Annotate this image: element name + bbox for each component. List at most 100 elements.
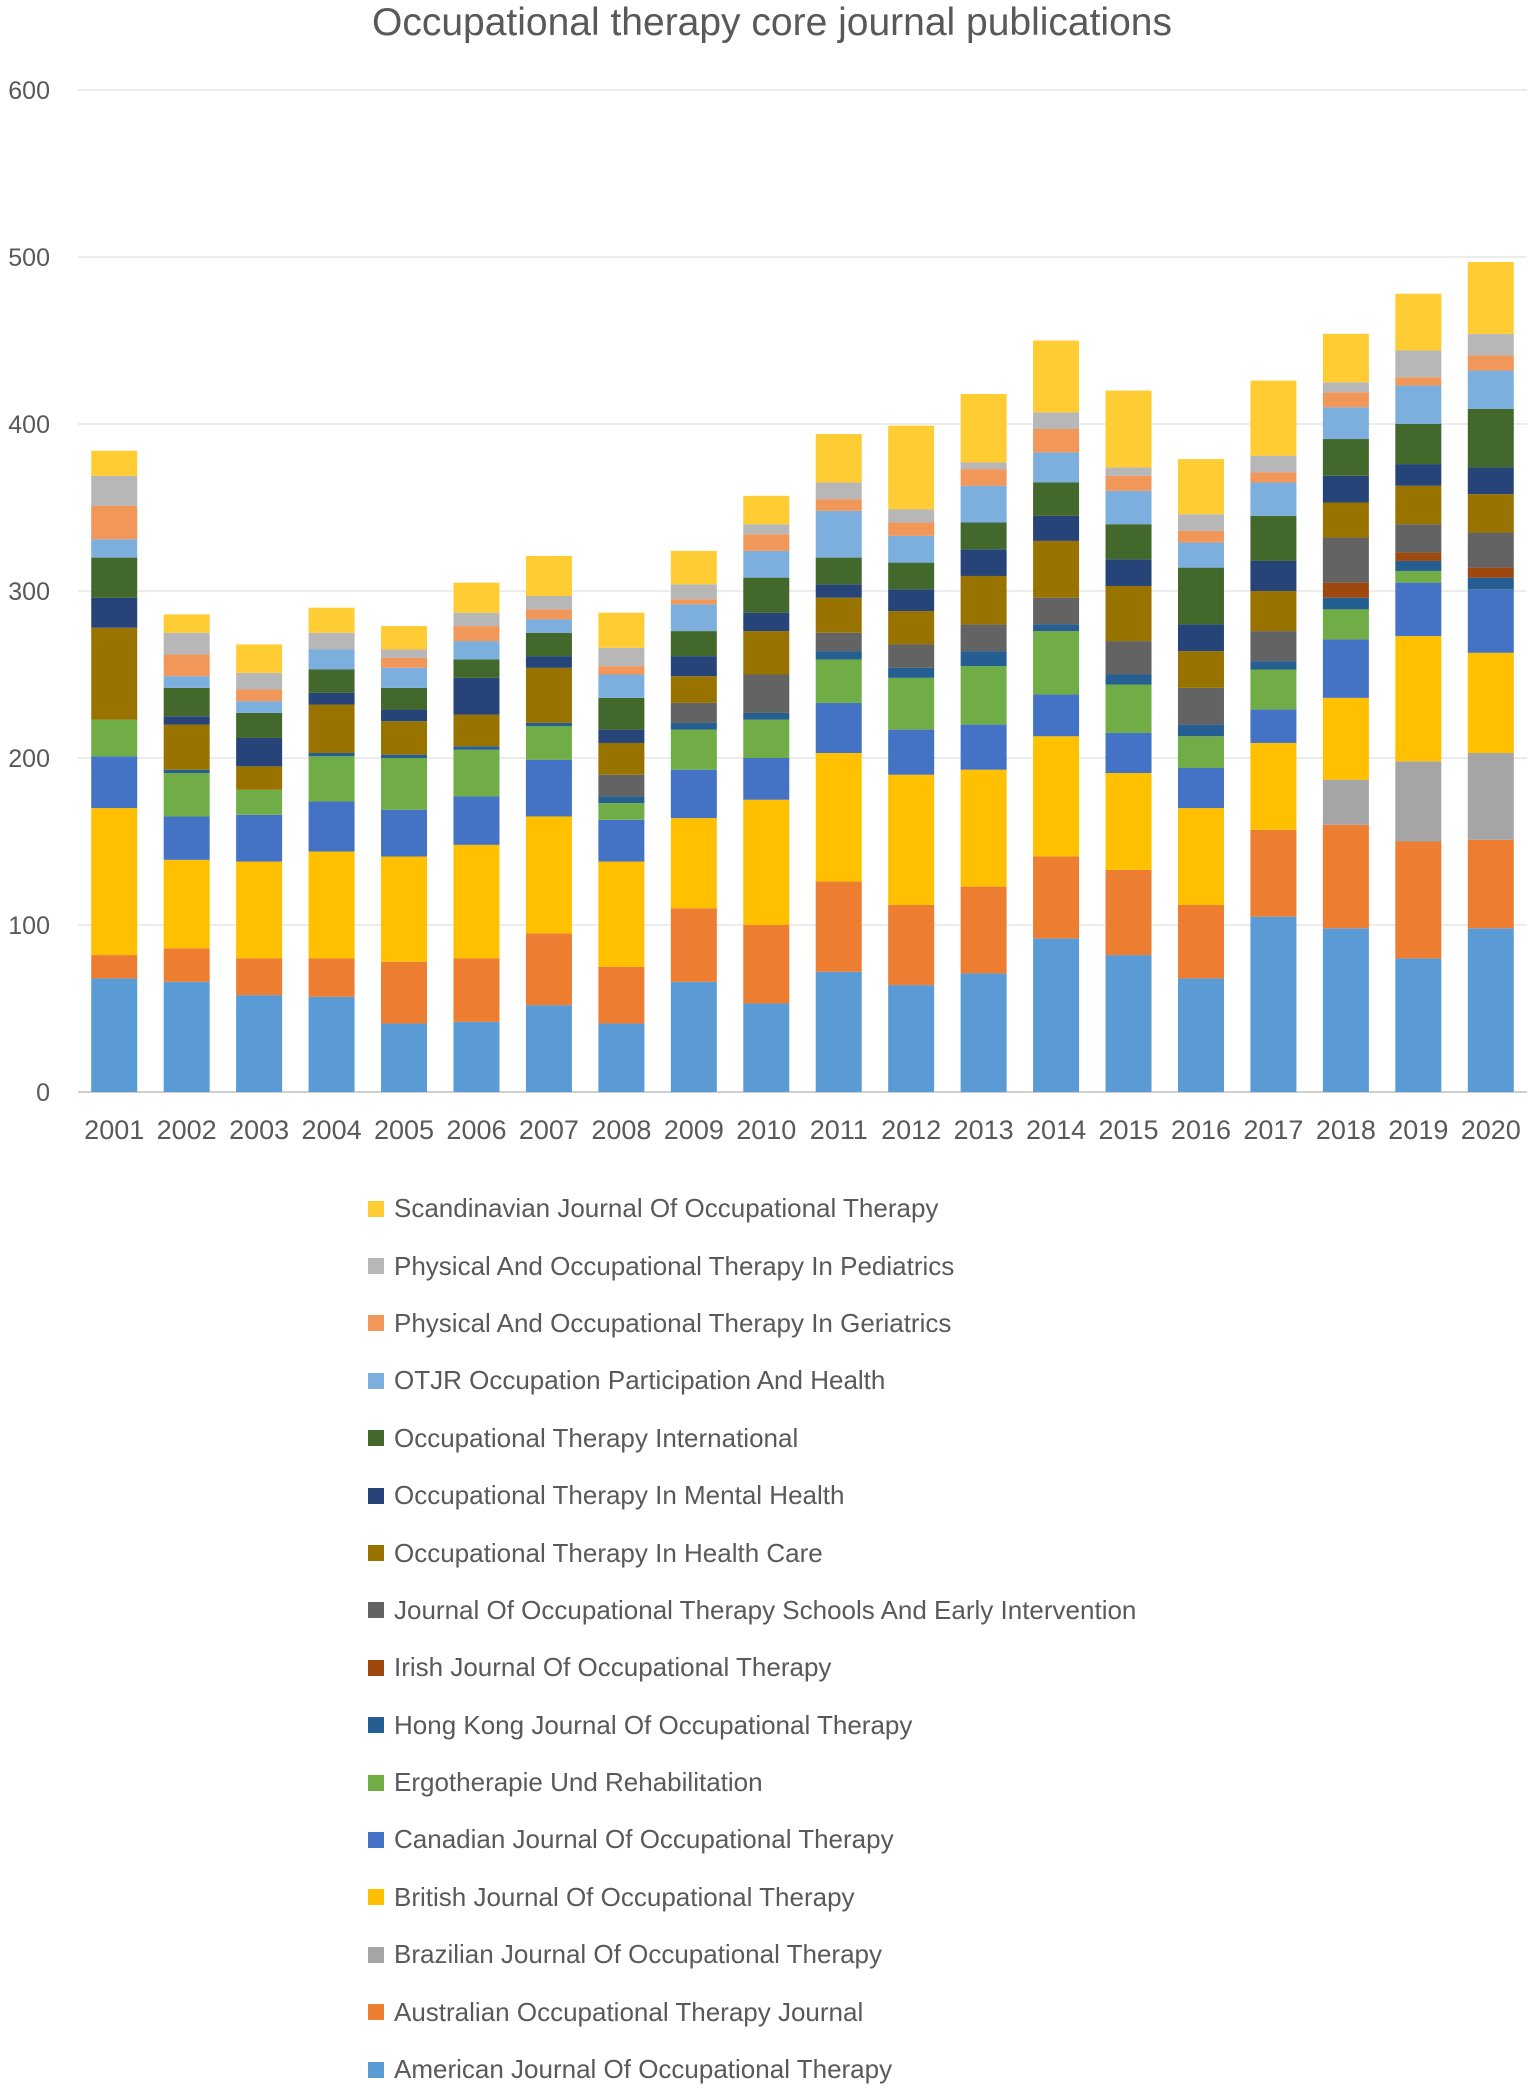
bar-segment	[670, 722, 717, 730]
bar-segment	[1105, 585, 1152, 642]
x-tick-label: 2011	[810, 1115, 868, 1145]
bar-segment	[598, 697, 645, 730]
bar-segment	[743, 1003, 790, 1092]
bar-segment	[91, 557, 138, 598]
bar-segment	[308, 649, 355, 670]
x-tick-label: 2001	[84, 1115, 144, 1145]
x-tick-label: 2003	[229, 1115, 289, 1145]
x-tick-label: 2002	[157, 1115, 217, 1145]
stacked-bar-chart: Occupational therapy core journal public…	[8, 1, 1527, 1145]
bar-segment	[525, 722, 572, 727]
bar-segment	[308, 752, 355, 757]
bar-segment	[1322, 582, 1369, 598]
bar-segment	[1467, 494, 1514, 533]
bar-segment	[308, 996, 355, 1092]
bar-segment	[960, 886, 1007, 974]
bar-segment	[888, 535, 935, 563]
bar-segment	[1105, 475, 1152, 491]
legend-swatch	[368, 1659, 384, 1676]
bar-segment	[670, 604, 717, 632]
bar-segment	[960, 575, 1007, 625]
y-tick-label: 200	[8, 745, 50, 773]
bar-segment	[670, 981, 717, 1092]
bar-segment	[743, 719, 790, 758]
bar-segment	[888, 589, 935, 612]
bar-segment	[163, 632, 210, 655]
bar-segment	[1250, 560, 1297, 591]
bar-segment	[960, 462, 1007, 470]
bar-segment	[1322, 392, 1369, 408]
bar-segment	[525, 1005, 572, 1092]
bar-segment	[91, 808, 138, 956]
bar-segment	[1250, 742, 1297, 830]
bar-segment	[91, 539, 138, 558]
bar-segment	[1467, 262, 1514, 334]
legend-item: Occupational Therapy International	[368, 1410, 1136, 1467]
bar-segment	[1033, 429, 1080, 453]
bar-segment	[1177, 978, 1224, 1092]
bar-segment	[1105, 674, 1152, 685]
bar-segment	[163, 687, 210, 717]
bar-segment	[815, 557, 862, 585]
legend-swatch	[368, 1430, 384, 1447]
bar-segment	[1395, 485, 1442, 525]
bar-segment	[1177, 624, 1224, 652]
bar-segment	[1395, 424, 1442, 465]
bar-segment	[1395, 958, 1442, 1092]
bar-segment	[1177, 724, 1224, 737]
bar-segment	[743, 631, 790, 675]
bar-segment	[1322, 824, 1369, 929]
bar-segment	[1250, 591, 1297, 632]
bar-segment	[1322, 537, 1369, 583]
bar-segment	[1177, 736, 1224, 769]
y-tick-label: 100	[8, 912, 50, 940]
bar-segment	[1322, 597, 1369, 610]
bar-segment	[815, 632, 862, 652]
chart-title: Occupational therapy core journal public…	[372, 1, 1172, 44]
bar-segment	[1395, 560, 1442, 571]
bar-segment	[1322, 779, 1369, 825]
bar-segment	[163, 816, 210, 860]
bar-segment	[1177, 768, 1224, 809]
bar-segment	[1395, 552, 1442, 561]
bar-segment	[236, 861, 283, 959]
bar-segment	[888, 667, 935, 678]
bar-segment	[453, 582, 500, 613]
bar-segment	[960, 522, 1007, 550]
x-tick-label: 2019	[1388, 1115, 1448, 1145]
bar-segment	[670, 702, 717, 723]
x-axis-tick-labels: 2001 2002 2003 2004 2005 2006 2007 2008 2009 2010…	[84, 1115, 1521, 1145]
bar-segment	[598, 861, 645, 967]
bar-segment	[1395, 582, 1442, 637]
bar-segment	[670, 818, 717, 909]
bar-segment	[1033, 412, 1080, 430]
bar-segment	[1250, 661, 1297, 670]
bar-segment	[815, 482, 862, 500]
bar-segment	[1395, 841, 1442, 959]
bar-segment	[381, 754, 428, 758]
bar-segment	[163, 716, 210, 725]
x-tick-label: 2006	[446, 1115, 506, 1145]
bar-segment	[236, 789, 283, 815]
bar-segment	[598, 819, 645, 862]
bar-segment	[598, 803, 645, 820]
x-tick-label: 2018	[1316, 1115, 1376, 1145]
bar-segment	[743, 799, 790, 925]
legend-label: Hong Kong Journal Of Occupational Therap…	[394, 1709, 913, 1740]
bar-segment	[1467, 333, 1514, 356]
bar-segment	[91, 627, 138, 720]
bar-segment	[163, 614, 210, 633]
bar-segment	[888, 562, 935, 590]
bar-segment	[308, 607, 355, 633]
bar-segment	[888, 425, 935, 510]
bar-segment	[1033, 694, 1080, 737]
y-tick-label: 300	[8, 578, 50, 606]
bar-segment	[525, 667, 572, 723]
bar-segment	[1250, 515, 1297, 561]
bar-segment	[236, 766, 283, 790]
legend-swatch	[368, 1315, 384, 1332]
bar-segment	[1467, 752, 1514, 840]
bar-segment	[598, 612, 645, 648]
bar-segment	[1177, 530, 1224, 543]
bar-segment	[163, 859, 210, 949]
